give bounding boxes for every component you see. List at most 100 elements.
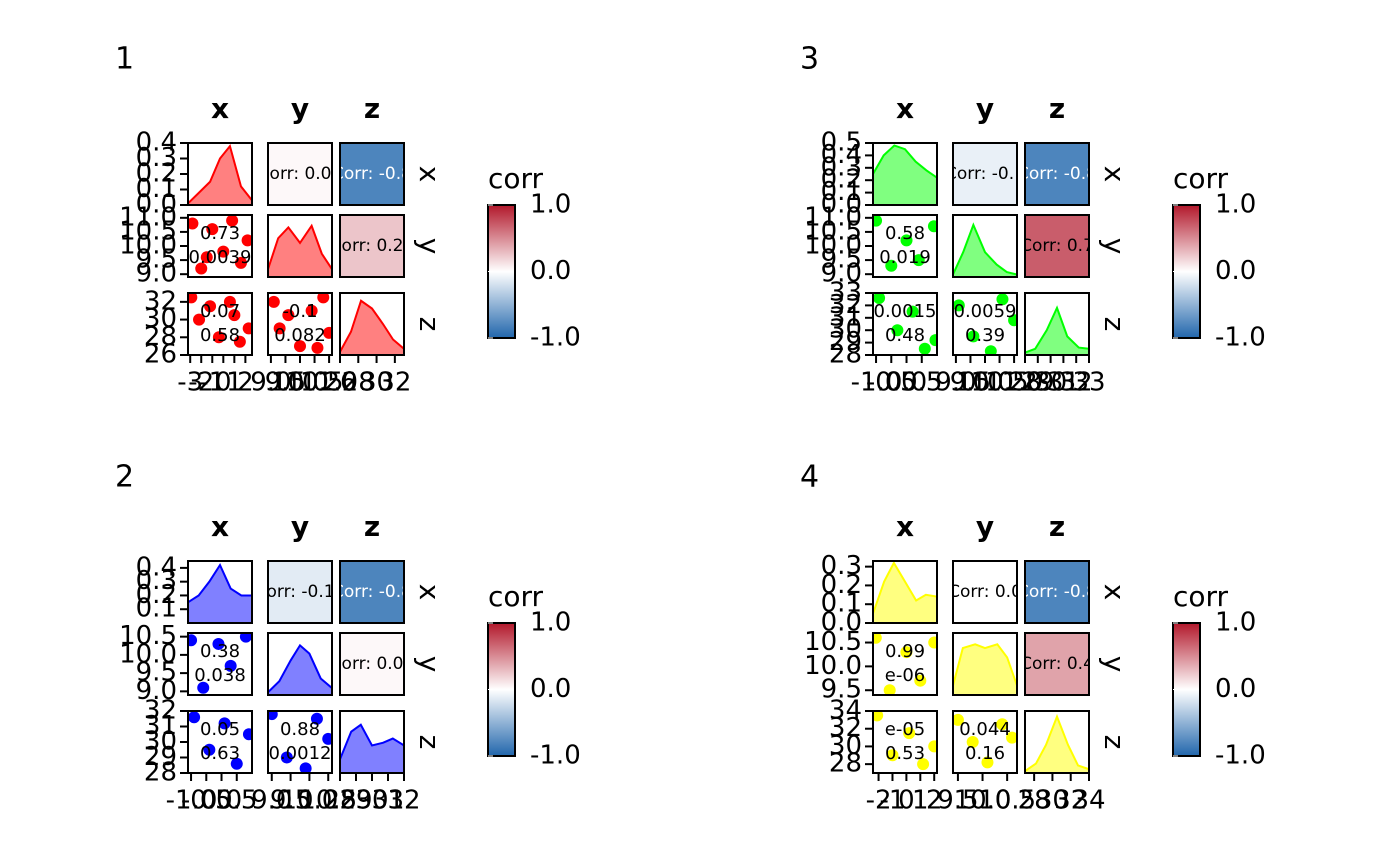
cell: Corr: 0.03 bbox=[330, 633, 415, 695]
panel-title: 1 bbox=[115, 42, 134, 77]
point bbox=[873, 633, 882, 644]
point bbox=[234, 256, 247, 269]
row-header: x bbox=[413, 166, 446, 183]
x-tick-label: 28 bbox=[342, 368, 375, 398]
cell-border bbox=[1024, 142, 1090, 206]
y-tick-label: 30 bbox=[144, 727, 177, 757]
legend-tick-label: 0.0 bbox=[1215, 674, 1256, 704]
scatter-label: 0.63 bbox=[200, 743, 240, 764]
legend-tick-label: -1.0 bbox=[1215, 741, 1266, 771]
row-header: z bbox=[1098, 735, 1131, 750]
cell bbox=[953, 222, 1017, 277]
cell bbox=[1025, 305, 1089, 355]
cell: 0.044 0.16 bbox=[953, 713, 1017, 769]
legend-tick-label: -1.0 bbox=[530, 323, 581, 353]
row-header: y bbox=[1098, 238, 1131, 255]
y-tick-label: 0.4 bbox=[136, 128, 177, 158]
point bbox=[891, 324, 904, 337]
cell-border bbox=[339, 710, 405, 774]
x-tick-label: -0.5 bbox=[181, 786, 232, 816]
point bbox=[218, 717, 231, 730]
point bbox=[929, 334, 937, 347]
cell: 0.0059 0.39 bbox=[953, 293, 1017, 355]
density-area bbox=[340, 300, 404, 355]
point bbox=[323, 326, 332, 339]
cell-border bbox=[1024, 214, 1090, 278]
point bbox=[200, 251, 213, 264]
cell-border bbox=[187, 710, 253, 774]
row-header: y bbox=[413, 656, 446, 673]
y-tick-label: 10.5 bbox=[119, 621, 177, 651]
row-header: z bbox=[413, 317, 446, 332]
y-tick-label: 29 bbox=[144, 742, 177, 772]
x-tick-label: -2 bbox=[188, 368, 214, 398]
point bbox=[886, 749, 899, 762]
legend-tick-label: 0.0 bbox=[530, 256, 571, 286]
x-tick-label: 10.5 bbox=[971, 368, 1029, 398]
y-tick-label: 0.1 bbox=[821, 589, 862, 619]
y-tick-label: 11.0 bbox=[119, 202, 177, 232]
x-tick-label: 10.5 bbox=[299, 786, 357, 816]
cell: 0.73 0.0039 bbox=[188, 215, 252, 275]
y-tick-label: 0.3 bbox=[136, 566, 177, 596]
cell: 0.88 0.0012 bbox=[268, 711, 332, 773]
y-tick-label: 9.0 bbox=[136, 676, 177, 706]
row-header: x bbox=[1098, 166, 1131, 183]
y-tick-label: 30 bbox=[829, 315, 862, 345]
cell bbox=[953, 643, 1017, 695]
y-tick-label: 10.0 bbox=[804, 231, 862, 261]
corr-label: Corr: -0.8 bbox=[1017, 582, 1097, 602]
scatter-label: 0.082 bbox=[274, 325, 326, 346]
cell bbox=[188, 143, 252, 205]
point bbox=[299, 762, 312, 773]
cell-border bbox=[872, 214, 938, 278]
corr-label: Corr: 0.03 bbox=[330, 654, 415, 674]
y-tick-label: 0.5 bbox=[821, 128, 862, 158]
y-tick-label: 0.4 bbox=[136, 552, 177, 582]
cell-border bbox=[339, 632, 405, 696]
corr-tile bbox=[1025, 633, 1089, 695]
x-tick-label: 29 bbox=[1021, 368, 1054, 398]
y-tick-label: 31 bbox=[829, 302, 862, 332]
y-tick-label: 10.0 bbox=[119, 231, 177, 261]
y-tick-label: 28 bbox=[144, 322, 177, 352]
scatter-label: 0.99 bbox=[885, 641, 925, 662]
y-tick-label: 0.0 bbox=[821, 608, 862, 638]
column-header: z bbox=[364, 92, 380, 125]
row-header: z bbox=[1098, 317, 1131, 332]
x-tick-label: 11.0 bbox=[985, 368, 1043, 398]
point bbox=[188, 293, 198, 304]
x-tick-label: -1 bbox=[199, 368, 225, 398]
point bbox=[239, 633, 252, 643]
y-tick-label: 28 bbox=[144, 758, 177, 788]
legend-tick-label: 0.0 bbox=[1215, 256, 1256, 286]
scatter-label: 0.07 bbox=[200, 301, 240, 322]
point bbox=[305, 304, 318, 317]
corr-label: Corr: 0.4 bbox=[1020, 654, 1094, 674]
corr-tile bbox=[953, 561, 1017, 623]
x-tick-label: 11.0 bbox=[300, 368, 358, 398]
cell: Corr: -0.8 bbox=[1017, 561, 1097, 623]
x-tick-label: 0.5 bbox=[216, 786, 257, 816]
y-tick-label: 28 bbox=[829, 340, 862, 370]
scatter-label: e-05 bbox=[885, 719, 925, 740]
scatter-label: 0.48 bbox=[885, 325, 925, 346]
density-line bbox=[953, 222, 1017, 276]
point bbox=[914, 674, 927, 687]
cell: Corr: -0.8 bbox=[340, 561, 404, 623]
x-tick-label: 0 bbox=[898, 786, 915, 816]
density-area bbox=[188, 565, 252, 623]
scatter-label: 0.53 bbox=[885, 743, 925, 764]
corr-tile bbox=[953, 143, 1017, 205]
point bbox=[195, 262, 208, 275]
density-line bbox=[268, 223, 332, 270]
x-tick-label: -1 bbox=[880, 786, 906, 816]
x-tick-label: 0.5 bbox=[901, 368, 942, 398]
row-header: x bbox=[413, 584, 446, 601]
x-tick-label: 32 bbox=[387, 786, 420, 816]
y-tick-label: 32 bbox=[829, 713, 862, 743]
point bbox=[188, 217, 199, 230]
corr-tile bbox=[340, 561, 404, 623]
